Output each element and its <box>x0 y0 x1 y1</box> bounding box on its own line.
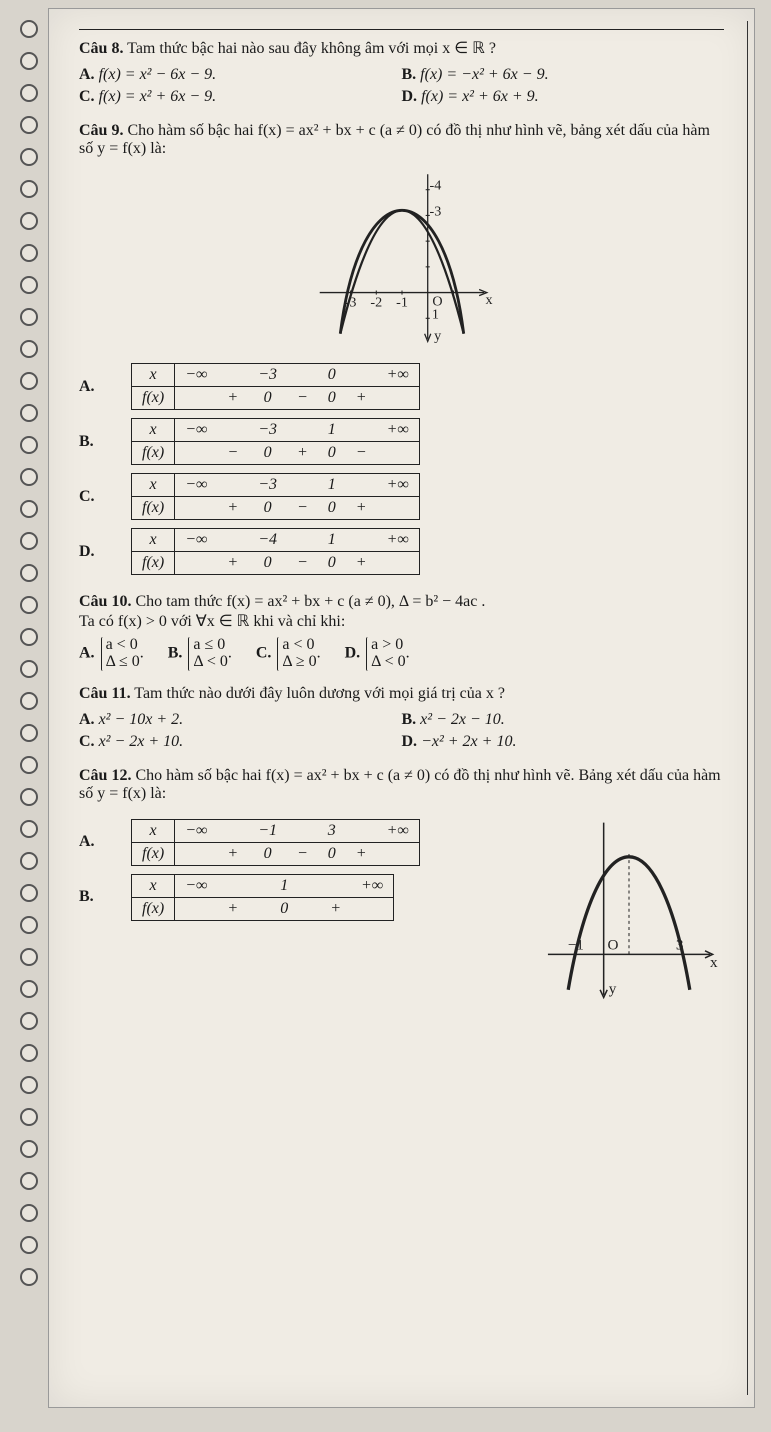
svg-text:3: 3 <box>676 936 684 953</box>
question-11: Câu 11. Tam thức nào dưới đây luôn dương… <box>79 685 724 753</box>
q10-opt-d: D. a > 0Δ < 0. <box>345 637 410 671</box>
svg-text:-1: -1 <box>396 295 408 311</box>
q10-options: A. a < 0Δ ≤ 0. B. a ≤ 0Δ < 0. C. a < 0Δ … <box>79 637 724 671</box>
q10-text1: Cho tam thức f(x) = ax² + bx + c (a ≠ 0)… <box>135 593 485 610</box>
svg-text:y: y <box>609 980 617 997</box>
svg-text:1: 1 <box>431 306 438 322</box>
q8-opt-a: A. f(x) = x² − 6x − 9. <box>79 64 402 86</box>
q12-text: Cho hàm số bậc hai f(x) = ax² + bx + c (… <box>79 767 721 802</box>
question-12: Câu 12. Cho hàm số bậc hai f(x) = ax² + … <box>79 767 724 1010</box>
q10-opt-a: A. a < 0Δ ≤ 0. <box>79 637 144 671</box>
svg-text:−1: −1 <box>568 936 584 953</box>
q9-table-a: x−∞−30+∞f(x)+0−0+ <box>131 363 420 410</box>
q9-table-d: x−∞−41+∞f(x)+0−0+ <box>131 528 420 575</box>
q8-opt-c: C. f(x) = x² + 6x − 9. <box>79 86 402 108</box>
svg-text:-4: -4 <box>429 178 441 194</box>
q12-tables: A. x−∞−13+∞f(x)+0−0+ B. x−∞1+∞f(x)+0+ <box>79 815 514 925</box>
q9-graph: -2 -3 -1 O -3 -4 1 y x <box>79 164 724 349</box>
q9-table-a-row: A. x−∞−30+∞f(x)+0−0+ <box>79 359 724 414</box>
q12-table-b: x−∞1+∞f(x)+0+ <box>131 874 394 921</box>
q10-opt-b: B. a ≤ 0Δ < 0. <box>168 637 232 671</box>
q11-opt-d: D. −x² + 2x + 10. <box>402 731 725 753</box>
q11-opt-c: C. x² − 2x + 10. <box>79 731 402 753</box>
top-rule <box>79 29 724 30</box>
q12-table-a-row: A. x−∞−13+∞f(x)+0−0+ <box>79 815 514 870</box>
q9-table-c-row: C. x−∞−31+∞f(x)+0−0+ <box>79 469 724 524</box>
question-10: Câu 10. Cho tam thức f(x) = ax² + bx + c… <box>79 593 724 671</box>
q9-table-c: x−∞−31+∞f(x)+0−0+ <box>131 473 420 520</box>
parabola-graph-icon: -2 -3 -1 O -3 -4 1 y x <box>292 164 512 344</box>
spiral-binding <box>20 20 40 1300</box>
q11-label: Câu 11. <box>79 685 131 702</box>
q12-graph: −1 O 3 y x <box>534 815 724 1010</box>
q12-label: Câu 12. <box>79 767 131 784</box>
q11-opt-a: A. x² − 10x + 2. <box>79 709 402 731</box>
question-8: Câu 8. Tam thức bậc hai nào sau đây khôn… <box>79 38 724 108</box>
q10-opt-c: C. a < 0Δ ≥ 0. <box>256 637 321 671</box>
q8-label: Câu 8. <box>79 40 123 57</box>
q9-table-b-row: B. x−∞−31+∞f(x)−0+0− <box>79 414 724 469</box>
q10-text2: Ta có f(x) > 0 với ∀x ∈ ℝ khi và chỉ khi… <box>79 611 724 631</box>
svg-text:-3: -3 <box>344 295 356 311</box>
q11-opt-b: B. x² − 2x − 10. <box>402 709 725 731</box>
svg-text:O: O <box>607 936 618 953</box>
q12-table-b-row: B. x−∞1+∞f(x)+0+ <box>79 870 514 925</box>
parabola-graph-2-icon: −1 O 3 y x <box>534 815 724 1005</box>
q9-label: Câu 9. <box>79 122 123 139</box>
question-9: Câu 9. Cho hàm số bậc hai f(x) = ax² + b… <box>79 122 724 579</box>
right-margin-line <box>747 21 748 1395</box>
svg-text:-2: -2 <box>370 295 382 311</box>
svg-text:x: x <box>485 292 492 308</box>
q9-table-b: x−∞−31+∞f(x)−0+0− <box>131 418 420 465</box>
q8-opt-d: D. f(x) = x² + 6x + 9. <box>402 86 725 108</box>
q8-text: Tam thức bậc hai nào sau đây không âm vớ… <box>127 40 496 57</box>
q12-table-a: x−∞−13+∞f(x)+0−0+ <box>131 819 420 866</box>
page: Câu 8. Tam thức bậc hai nào sau đây khôn… <box>48 8 755 1408</box>
q9-table-d-row: D. x−∞−41+∞f(x)+0−0+ <box>79 524 724 579</box>
svg-text:x: x <box>710 954 718 971</box>
q9-tables: A. x−∞−30+∞f(x)+0−0+ B. x−∞−31+∞f(x)−0+0… <box>79 359 724 579</box>
q11-text: Tam thức nào dưới đây luôn dương với mọi… <box>134 685 505 702</box>
q9-text: Cho hàm số bậc hai f(x) = ax² + bx + c (… <box>79 122 710 157</box>
svg-text:y: y <box>434 328 441 344</box>
q10-label: Câu 10. <box>79 593 131 610</box>
svg-text:-3: -3 <box>429 203 441 219</box>
q8-opt-b: B. f(x) = −x² + 6x − 9. <box>402 64 725 86</box>
